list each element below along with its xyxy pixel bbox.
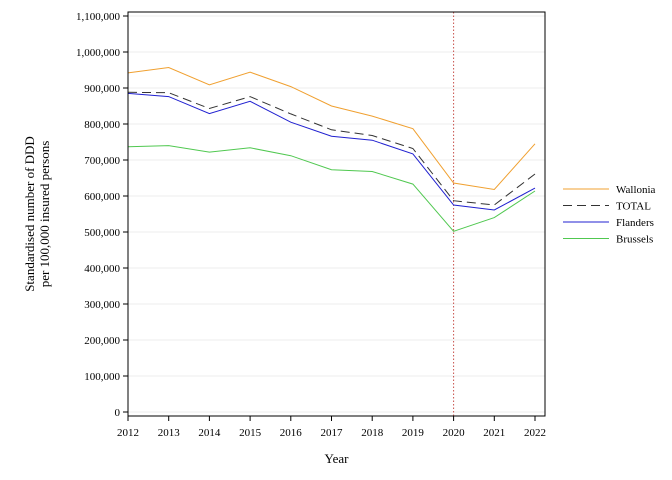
y-tick-label: 400,000 [84, 263, 120, 275]
x-tick-label: 2018 [361, 427, 384, 439]
x-axis-ticks: 2012 2013 2014 2015 2016 2017 2018 2019 2020 2021… [117, 416, 546, 439]
y-tick-label: 600,000 [84, 191, 120, 203]
series-line-flanders [127, 92, 536, 211]
x-tick-label: 2021 [483, 427, 505, 439]
series-line-total [127, 91, 536, 206]
gridlines [128, 15, 545, 413]
y-axis-ticks: 0 100,000 200,000 300,000 400,000 500,000 600,… [76, 11, 128, 419]
x-tick-label: 2013 [158, 427, 181, 439]
y-tick-label: 900,000 [84, 83, 120, 95]
x-tick-label: 2019 [402, 427, 425, 439]
plot-frame [127, 11, 546, 417]
series-line-brussels [127, 145, 536, 232]
x-tick-label: 2012 [117, 427, 139, 439]
series-lines [127, 66, 536, 232]
x-tick-label: 2020 [443, 427, 466, 439]
legend-label-wallonia: Wallonia [616, 184, 656, 196]
y-tick-label: 1,100,000 [76, 11, 121, 23]
legend-label-total: TOTAL [616, 201, 651, 213]
x-axis-title: Year [325, 451, 350, 466]
x-tick-label: 2014 [198, 427, 221, 439]
legend-label-brussels: Brussels [616, 234, 653, 246]
y-tick-label: 500,000 [84, 227, 120, 239]
series-line-wallonia [127, 66, 536, 191]
y-tick-label: 800,000 [84, 119, 120, 131]
y-tick-label: 0 [115, 407, 121, 419]
legend: Wallonia TOTAL Flanders Brussels [563, 184, 656, 246]
y-axis-title-line: Standardised number of DDD [22, 136, 37, 292]
x-tick-label: 2022 [524, 427, 546, 439]
y-tick-label: 1,000,000 [76, 47, 121, 59]
y-axis-title: Standardised number of DDDper 100,000 in… [22, 136, 52, 292]
x-tick-label: 2017 [321, 427, 344, 439]
y-axis-title-line: per 100,000 insured persons [37, 141, 52, 288]
y-tick-label: 700,000 [84, 155, 120, 167]
legend-label-flanders: Flanders [616, 217, 654, 229]
y-tick-label: 100,000 [84, 371, 120, 383]
x-tick-label: 2015 [239, 427, 262, 439]
x-tick-label: 2016 [280, 427, 303, 439]
y-tick-label: 300,000 [84, 299, 120, 311]
y-tick-label: 200,000 [84, 335, 120, 347]
